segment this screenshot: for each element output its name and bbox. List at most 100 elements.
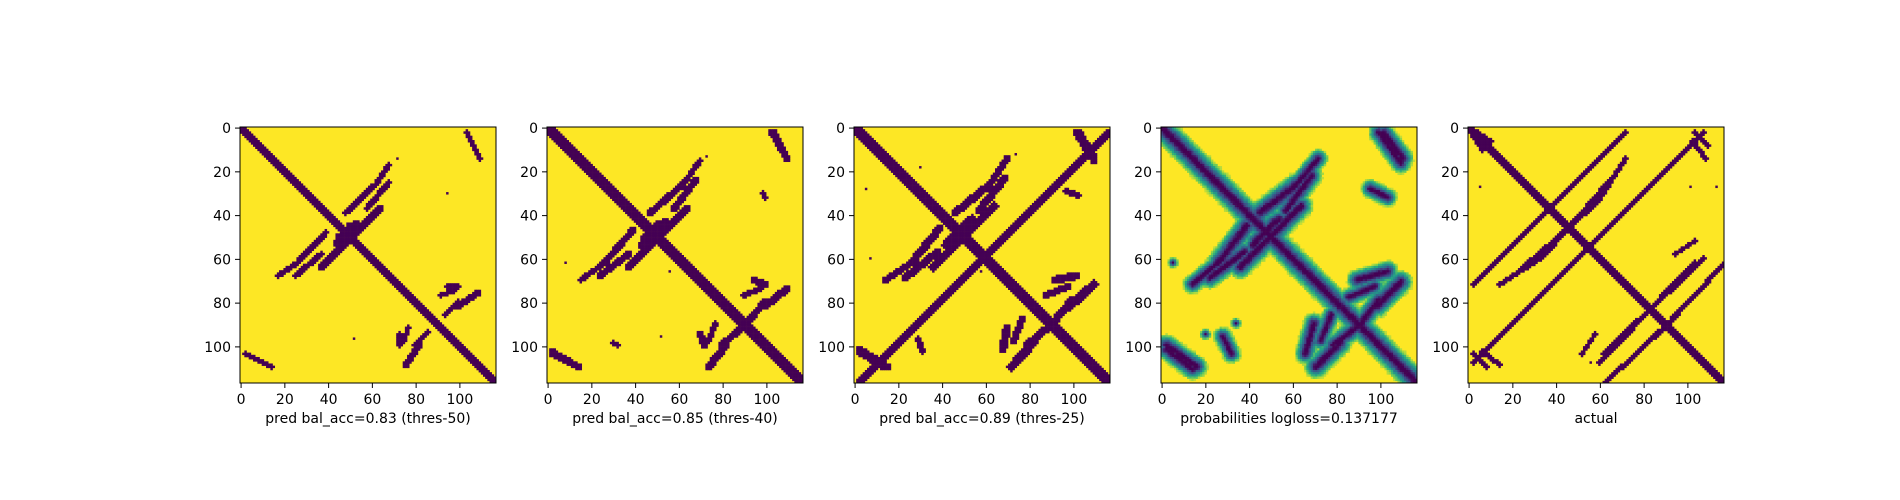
heatmap-cell [675,248,678,251]
heatmap-cell [1003,235,1007,238]
heatmap-cell [270,155,273,158]
heatmap-cell [339,222,343,225]
heatmap-cell [272,159,276,163]
heatmap-cell [296,185,299,189]
heatmap-cell [997,181,1000,184]
heatmap-cell [368,187,371,191]
heatmap-cell [995,248,998,251]
heatmap-cell [666,200,669,204]
heatmap-cell [476,153,479,156]
heatmap-cell [997,276,1000,280]
heatmap-cell [945,298,948,301]
heatmap-cell [735,317,739,321]
heatmap-cell [685,205,689,208]
heatmap-cell [796,376,799,379]
heatmap-cell [705,289,708,293]
heatmap-cell [601,183,604,186]
heatmap-cell [966,220,970,223]
heatmap-cell [368,257,371,260]
heatmap-cell [666,218,669,221]
heatmap-cell [737,333,741,336]
heatmap-cell [409,300,412,304]
heatmap-cell [785,155,789,158]
heatmap-cell [968,237,972,241]
heatmap-cell [359,222,362,225]
heatmap-cell [932,211,935,215]
heatmap-cell [601,174,604,178]
heatmap-cell [557,144,561,147]
heatmap-cell [363,222,367,225]
heatmap-cell [923,315,926,319]
heatmap-cell [973,250,976,254]
heatmap-cell [402,365,406,369]
heatmap-cell [951,231,955,234]
heatmap-cell [685,209,689,212]
heatmap-cell [979,259,983,262]
heatmap-cell [951,220,955,223]
heatmap-cell [683,257,687,260]
heatmap-cell [986,194,989,197]
heatmap-cell [292,263,295,267]
heatmap-cell [376,183,380,186]
heatmap-cell [990,259,994,262]
heatmap-cell [612,255,615,258]
heatmap-cell [856,135,859,139]
heatmap-cell [750,313,754,317]
heatmap-cell [1051,276,1054,280]
heatmap-cell [407,356,410,360]
heatmap-cell [938,302,942,306]
heatmap-cell [417,302,421,306]
heatmap-cell [932,270,935,273]
heatmap-cell [914,257,918,260]
heatmap-cell [975,248,978,251]
heatmap-cell [625,268,628,271]
heatmap-cell [333,257,336,260]
heatmap-cell [376,209,380,212]
heatmap-cell [420,309,423,312]
heatmap-cell [385,170,388,173]
heatmap-cell [261,153,265,156]
heatmap-cell [968,239,972,243]
heatmap-cell [698,330,702,334]
heatmap-cell [365,209,369,212]
heatmap-cell [592,170,596,173]
heatmap-cell [997,183,1000,186]
heatmap-cell [354,220,358,223]
heatmap-cell [880,155,883,158]
heatmap-cell [1075,272,1078,275]
heatmap-cell [1034,205,1037,208]
heatmap-cell [964,278,968,282]
heatmap-cell [923,241,926,245]
heatmap-cell [1023,296,1026,299]
heatmap-cell [570,144,574,147]
heatmap-cell [348,228,351,232]
heatmap-cell [761,302,765,306]
heatmap-cell [971,213,974,217]
heatmap-cell [1068,170,1072,173]
heatmap-cell [906,268,909,271]
heatmap-cell [938,211,942,215]
heatmap-cell [949,222,952,225]
heatmap-cell [929,205,933,208]
heatmap-cell [668,222,671,225]
heatmap-cell [411,302,414,306]
heatmap-cell [698,163,702,167]
heatmap-cell [1010,224,1013,228]
heatmap-cell [990,202,994,206]
heatmap-cell [692,272,695,275]
heatmap-cell [659,222,663,225]
heatmap-cell [378,194,382,197]
heatmap-cell [659,246,663,249]
heatmap-cell [372,218,375,221]
heatmap-cell [912,183,916,186]
heatmap-cell [772,131,776,134]
heatmap-cell [675,187,678,191]
heatmap-cell [919,246,922,249]
heatmap-cell [644,220,648,223]
heatmap-cell [281,274,284,277]
heatmap-cell [452,287,456,291]
heatmap-cell [640,257,643,260]
heatmap-cell [927,244,931,247]
heatmap-cell [616,246,619,249]
heatmap-cell [659,224,663,228]
